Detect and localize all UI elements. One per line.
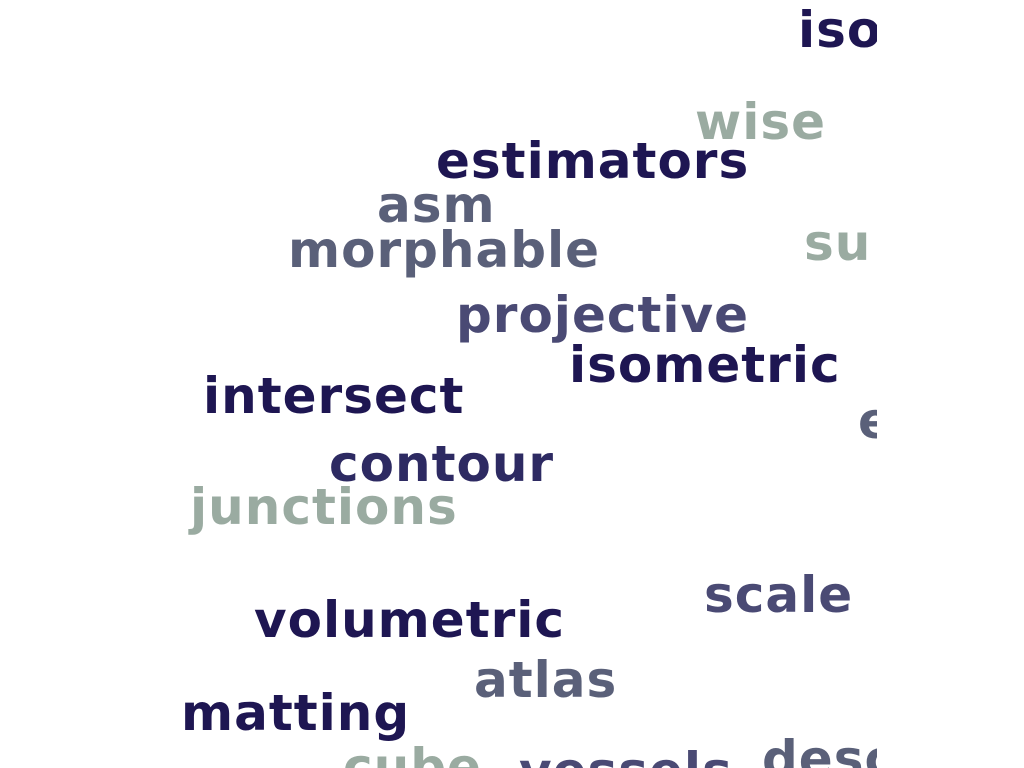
- word-desc: desc: [762, 730, 877, 768]
- word-iso: iso: [798, 1, 877, 59]
- word-vessels: vessels: [519, 746, 733, 768]
- word-asm: asm: [377, 176, 496, 234]
- word-matting: matting: [181, 684, 411, 742]
- word-e: e: [858, 392, 877, 450]
- word-wise: wise: [695, 93, 827, 151]
- word-junctions: junctions: [190, 478, 458, 536]
- word-su: su: [804, 214, 872, 272]
- word-cloud-canvas: iso wise estimators asm morphable su pro…: [181, 1, 877, 768]
- word-intersect: intersect: [203, 367, 465, 425]
- word-projective: projective: [456, 286, 750, 344]
- word-scale: scale: [704, 566, 854, 624]
- word-isometric: isometric: [569, 336, 841, 394]
- word-contour: contour: [329, 435, 555, 493]
- word-atlas: atlas: [474, 651, 618, 709]
- word-morphable: morphable: [288, 221, 601, 279]
- word-estimators: estimators: [436, 132, 750, 190]
- word-volumetric: volumetric: [254, 591, 566, 649]
- word-cube: cube: [343, 738, 482, 768]
